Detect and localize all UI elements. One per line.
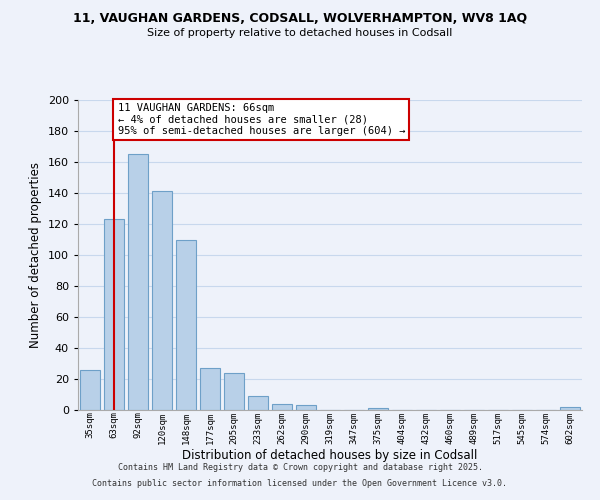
Bar (176, 240, 196, 410)
X-axis label: Distribution of detached houses by size in Codsall: Distribution of detached houses by size … (182, 449, 478, 462)
Bar (80, 370, 100, 410)
Bar (200, 368, 220, 410)
Bar (272, 404, 292, 410)
Bar (248, 396, 268, 410)
Text: Contains HM Land Registry data © Crown copyright and database right 2025.: Contains HM Land Registry data © Crown c… (118, 464, 482, 472)
Text: 11 VAUGHAN GARDENS: 66sqm
← 4% of detached houses are smaller (28)
95% of semi-d: 11 VAUGHAN GARDENS: 66sqm ← 4% of detach… (118, 103, 405, 136)
Text: Contains public sector information licensed under the Open Government Licence v3: Contains public sector information licen… (92, 478, 508, 488)
Bar (104, 220, 124, 410)
Bar (296, 406, 316, 410)
Bar (152, 192, 172, 410)
Text: 11, VAUGHAN GARDENS, CODSALL, WOLVERHAMPTON, WV8 1AQ: 11, VAUGHAN GARDENS, CODSALL, WOLVERHAMP… (73, 12, 527, 26)
Bar (224, 373, 244, 410)
Bar (368, 408, 388, 410)
Bar (128, 154, 148, 410)
Bar (560, 407, 580, 410)
Y-axis label: Number of detached properties: Number of detached properties (29, 162, 42, 348)
Text: Size of property relative to detached houses in Codsall: Size of property relative to detached ho… (148, 28, 452, 38)
